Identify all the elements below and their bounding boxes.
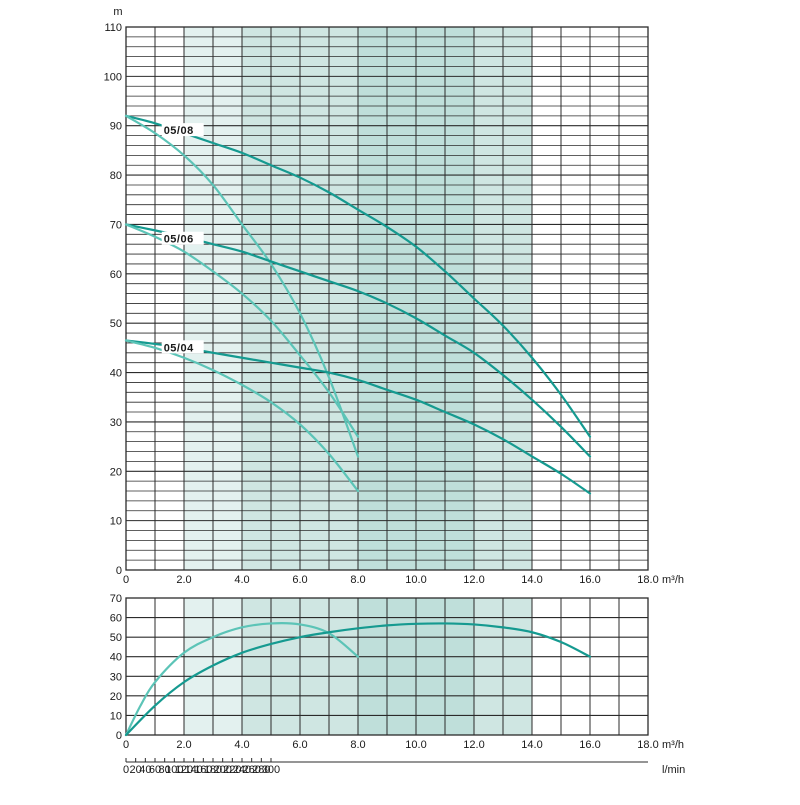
x2-tick-label: 0 <box>123 764 129 776</box>
x-tick-label: 4.0 <box>234 574 249 586</box>
x-unit-label: m³/h <box>662 574 684 586</box>
x-tick-label: 18.0 <box>637 739 658 751</box>
y-tick-label: 0 <box>116 565 122 577</box>
x-tick-label: 14.0 <box>521 739 542 751</box>
x-tick-label: 10.0 <box>405 739 426 751</box>
y-tick-label: 110 <box>104 22 122 34</box>
y-tick-label: 30 <box>110 671 122 683</box>
y-tick-label: 10 <box>110 710 122 722</box>
x2-tick-label: 80 <box>159 764 171 776</box>
x2-tick-label: 300 <box>262 764 280 776</box>
y-tick-label: 60 <box>110 613 122 625</box>
x2-tick-label: 100 <box>165 764 183 776</box>
x-tick-label: 6.0 <box>292 739 307 751</box>
plot-frame <box>125 597 649 736</box>
x-tick-label: 2.0 <box>176 574 191 586</box>
x2-tick-label: 200 <box>213 764 231 776</box>
y-tick-label: 70 <box>110 593 122 605</box>
y-tick-label: 70 <box>110 219 122 231</box>
head-curve-dark-2 <box>124 223 592 458</box>
y-tick-label: 10 <box>110 516 122 528</box>
x-tick-label: 6.0 <box>292 574 307 586</box>
y-axis-label: m <box>113 6 122 18</box>
head-curve-dark-0 <box>124 114 592 438</box>
curve-label-bg <box>161 231 204 245</box>
x-tick-label: 16.0 <box>579 574 600 586</box>
y-tick-label: 100 <box>104 71 122 83</box>
curve-label: 05/04 <box>164 342 194 354</box>
y-tick-label: 30 <box>110 417 122 429</box>
x2-tick-label: 60 <box>149 764 161 776</box>
x2-tick-label: 140 <box>184 764 202 776</box>
efficiency-panel: 0 10 20 30 40 50 60 70 0 2.0 4.0 6.0 8.0 10.0 12.0 14.0… <box>110 593 685 776</box>
x2-tick-label: 160 <box>194 764 212 776</box>
x2-tick-label: 120 <box>175 764 193 776</box>
x2-tick-label: 280 <box>252 764 270 776</box>
y-tick-label: 60 <box>110 269 122 281</box>
efficiency-curve-light-0 <box>124 622 360 737</box>
x-tick-label: 18.0 <box>637 574 658 586</box>
x-tick-label: 12.0 <box>463 739 484 751</box>
y-tick-label: 50 <box>110 632 122 644</box>
x2-unit-label: l/min <box>662 764 685 776</box>
x-tick-label: 12.0 <box>463 574 484 586</box>
curve-label: 05/06 <box>164 234 194 246</box>
x-tick-label: 8.0 <box>350 574 365 586</box>
x-unit-label: m³/h <box>662 739 684 751</box>
y-tick-label: 20 <box>110 691 122 703</box>
x2-tick-label: 260 <box>242 764 260 776</box>
head-panel: 0 10 20 30 40 50 60 70 80 90 100 110 0 2.0 4.0 6.0 8.0 10… <box>104 6 684 586</box>
x-tick-label: 4.0 <box>234 739 249 751</box>
y-tick-label: 50 <box>110 318 122 330</box>
head-curve-dark-4 <box>124 339 592 495</box>
y-tick-label: 40 <box>110 652 122 664</box>
y-tick-label: 20 <box>110 466 122 478</box>
curve-label-bg <box>161 340 204 354</box>
y-tick-label: 80 <box>110 170 122 182</box>
x-tick-label: 0 <box>123 739 129 751</box>
x2-tick-label: 220 <box>223 764 241 776</box>
x-tick-label: 0 <box>123 574 129 586</box>
y-tick-label: 90 <box>110 121 122 133</box>
y-tick-label: 40 <box>110 368 122 380</box>
x2-tick-label: 180 <box>204 764 222 776</box>
x-tick-label: 14.0 <box>521 574 542 586</box>
x-tick-label: 10.0 <box>405 574 426 586</box>
x2-tick-label: 240 <box>233 764 251 776</box>
x-tick-label: 2.0 <box>176 739 191 751</box>
x-tick-label: 8.0 <box>350 739 365 751</box>
curve-label-bg <box>161 123 204 137</box>
curve-label: 05/08 <box>164 125 194 137</box>
plot-frame <box>125 26 649 571</box>
efficiency-curve-dark-1 <box>124 622 592 737</box>
x-tick-label: 16.0 <box>579 739 600 751</box>
y-tick-label: 0 <box>116 730 122 742</box>
x2-tick-label: 40 <box>139 764 151 776</box>
x2-tick-label: 20 <box>130 764 142 776</box>
